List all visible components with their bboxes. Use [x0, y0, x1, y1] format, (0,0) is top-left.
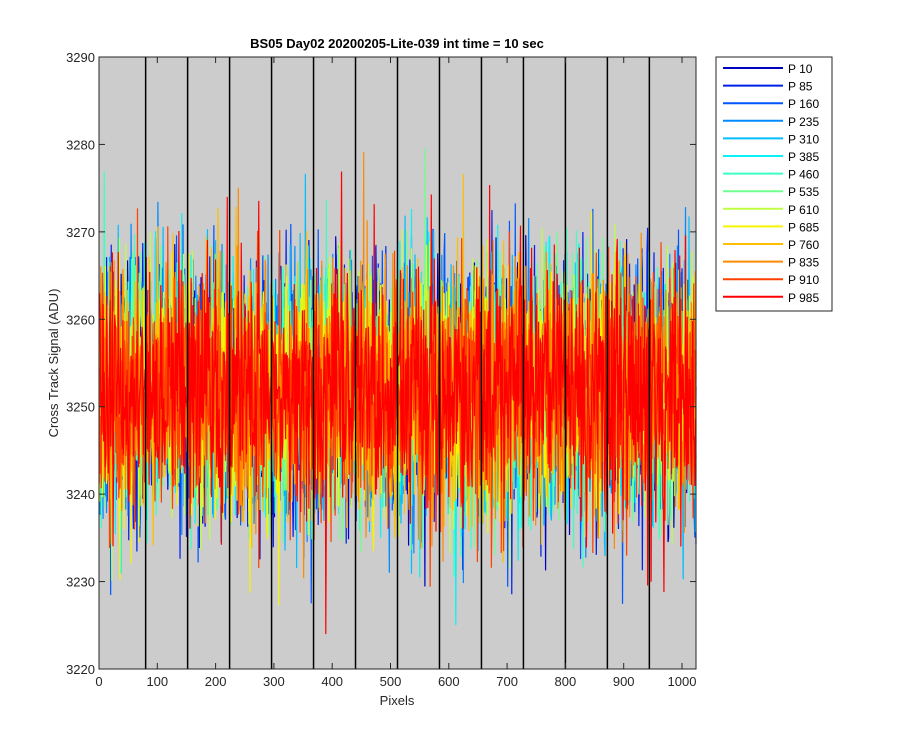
legend-label: P 85	[788, 80, 813, 94]
y-tick-label: 3270	[66, 225, 95, 240]
x-tick-label: 700	[496, 674, 518, 689]
y-tick-label: 3260	[66, 312, 95, 327]
legend-label: P 910	[788, 273, 819, 287]
legend-label: P 385	[788, 150, 819, 164]
x-tick-label: 500	[380, 674, 402, 689]
y-axis: 3220 3230 3240 3250 3260 3270 3280 3290	[66, 50, 696, 677]
x-tick-label: 300	[263, 674, 285, 689]
legend-items: P 10 P 85 P 160 P 235 P 310 P 385 P 460 P 535 P …	[723, 62, 819, 305]
x-tick-label: 100	[146, 674, 168, 689]
legend-label: P 160	[788, 97, 819, 111]
y-axis-label: Cross Track Signal (ADU)	[46, 289, 61, 438]
y-tick-label: 3290	[66, 50, 95, 65]
x-tick-label: 400	[321, 674, 343, 689]
legend-label: P 535	[788, 185, 819, 199]
legend-box	[715, 56, 833, 312]
legend-label: P 460	[788, 168, 819, 182]
chart-title: BS05 Day02 20200205-Lite-039 int time = …	[250, 36, 544, 51]
legend-label: P 685	[788, 220, 819, 234]
x-tick-label: 900	[613, 674, 635, 689]
legend-label: P 985	[788, 291, 819, 305]
plot-frame	[98, 56, 697, 670]
x-tick-label: 600	[438, 674, 460, 689]
legend: P 10 P 85 P 160 P 235 P 310 P 385 P 460 P 535 P …	[715, 56, 833, 312]
legend-label: P 310	[788, 132, 819, 146]
legend-label: P 760	[788, 238, 819, 252]
legend-label: P 10	[788, 62, 813, 76]
y-tick-label: 3240	[66, 487, 95, 502]
x-tick-label: 0	[95, 674, 102, 689]
legend-label: P 610	[788, 203, 819, 217]
x-axis-label: Pixels	[380, 693, 415, 708]
x-axis: 0 100 200 300 400 500 600 700 800 900 1000	[95, 57, 696, 689]
vertical-markers	[144, 57, 651, 669]
y-tick-label: 3280	[66, 137, 95, 152]
x-tick-label: 800	[555, 674, 577, 689]
y-tick-label: 3220	[66, 662, 95, 677]
y-tick-label: 3250	[66, 400, 95, 415]
legend-label: P 235	[788, 115, 819, 129]
y-tick-label: 3230	[66, 575, 95, 590]
x-tick-label: 200	[205, 674, 227, 689]
legend-label: P 835	[788, 256, 819, 270]
x-tick-label: 1000	[668, 674, 697, 689]
